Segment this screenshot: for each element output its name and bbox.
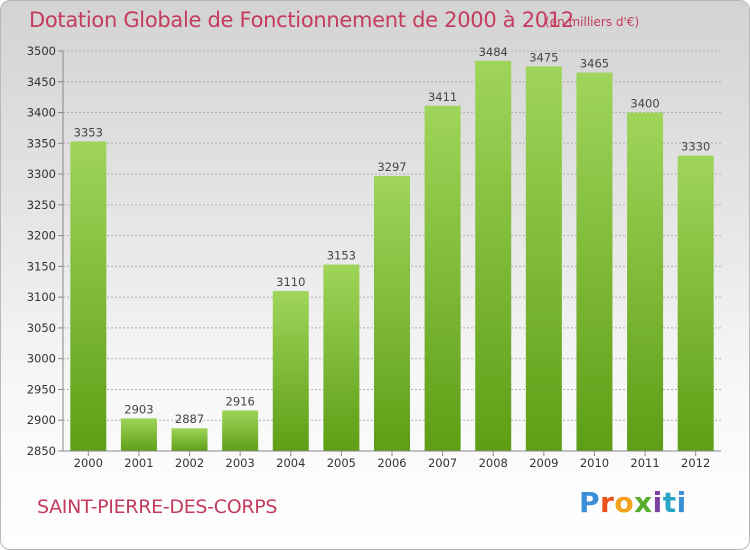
y-tick-label: 3450	[27, 75, 56, 89]
y-tick-label: 3350	[27, 136, 56, 150]
value-label: 3110	[276, 275, 305, 289]
logo-letter: i	[652, 486, 663, 519]
y-tick-label: 3150	[27, 259, 56, 273]
value-label: 3475	[529, 50, 558, 64]
x-tick-label: 2002	[175, 456, 204, 470]
chart-title: Dotation Globale de Fonctionnement de 20…	[29, 8, 574, 32]
bars	[70, 60, 714, 452]
y-tick-label: 3300	[27, 167, 56, 181]
bar	[576, 72, 613, 452]
x-tick-label: 2003	[226, 456, 255, 470]
value-label: 3465	[580, 57, 609, 71]
value-label: 2903	[124, 402, 153, 416]
y-tick-label: 3500	[27, 44, 56, 58]
logo-letter: r	[600, 486, 615, 519]
y-tick-label: 2950	[27, 382, 56, 396]
y-tick-label: 3050	[27, 321, 56, 335]
x-tick-label: 2010	[580, 456, 609, 470]
bar	[627, 112, 664, 452]
x-axis-ticks: 2000 2001 2002 2003 2004 2005 2006 2007 2008 2009…	[74, 451, 710, 470]
x-tick-label: 2004	[276, 456, 305, 470]
value-label: 3330	[681, 140, 710, 154]
bar	[171, 428, 208, 451]
x-tick-label: 2005	[327, 456, 356, 470]
y-tick-label: 3100	[27, 290, 56, 304]
logo-letter: P	[579, 486, 601, 519]
bar	[120, 418, 157, 451]
y-tick-label: 2900	[27, 413, 56, 427]
logo-letter: x	[634, 486, 653, 519]
value-label: 2916	[226, 394, 255, 408]
bar	[677, 155, 714, 451]
x-tick-label: 2007	[428, 456, 457, 470]
y-tick-label: 2850	[27, 444, 56, 458]
y-axis-ticks: 2850 2900 2950 3000 3050 3100 3150 3200 3250 3300…	[27, 44, 63, 458]
bar	[424, 105, 461, 452]
bar	[323, 264, 360, 451]
bar	[374, 175, 410, 451]
y-tick-label: 3200	[27, 229, 56, 243]
bar	[222, 410, 259, 451]
x-tick-label: 2001	[124, 456, 153, 470]
logo-letter: o	[614, 486, 635, 519]
value-label: 3411	[428, 90, 457, 104]
value-label: 3484	[479, 45, 508, 59]
logo-letter: i	[676, 486, 687, 519]
bar	[475, 60, 512, 451]
bar	[272, 291, 309, 451]
y-tick-label: 3250	[27, 198, 56, 212]
x-tick-label: 2000	[74, 456, 103, 470]
y-tick-label: 3000	[27, 352, 56, 366]
value-label: 3297	[377, 160, 406, 174]
bar	[525, 66, 562, 451]
x-tick-label: 2011	[630, 456, 659, 470]
value-labels: 3353 2903 2887 2916 3110 3153 3297 3411 3484 3475…	[74, 45, 711, 426]
proxiti-logo: Proxiti	[579, 486, 687, 519]
value-label: 3353	[74, 125, 103, 139]
axes	[62, 51, 721, 452]
logo-letter: t	[662, 486, 677, 519]
x-tick-label: 2009	[529, 456, 558, 470]
x-tick-label: 2008	[479, 456, 508, 470]
unit-note: (en milliers d'€)	[545, 15, 640, 29]
y-tick-label: 3400	[27, 106, 56, 120]
x-tick-label: 2006	[377, 456, 406, 470]
bar	[70, 141, 107, 451]
commune-name: SAINT-PIERRE-DES-CORPS	[37, 496, 278, 518]
value-label: 3400	[630, 97, 659, 111]
value-label: 3153	[327, 249, 356, 263]
value-label: 2887	[175, 412, 204, 426]
x-tick-label: 2012	[681, 456, 710, 470]
